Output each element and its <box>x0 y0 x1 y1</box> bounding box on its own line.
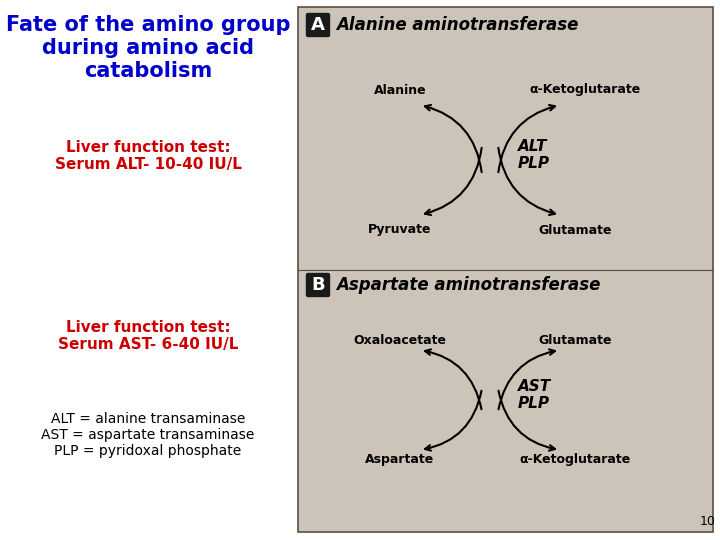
Text: α-Ketoglutarate: α-Ketoglutarate <box>529 84 641 97</box>
Text: Glutamate: Glutamate <box>539 224 612 237</box>
Text: Liver function test:
Serum ALT- 10-40 IU/L: Liver function test: Serum ALT- 10-40 IU… <box>55 140 241 172</box>
FancyBboxPatch shape <box>298 7 713 532</box>
Text: ALT = alanine transaminase
AST = aspartate transaminase
PLP = pyridoxal phosphat: ALT = alanine transaminase AST = asparta… <box>41 412 255 458</box>
Text: Liver function test:
Serum AST- 6-40 IU/L: Liver function test: Serum AST- 6-40 IU/… <box>58 320 238 353</box>
Text: Alanine: Alanine <box>374 84 426 97</box>
Text: Glutamate: Glutamate <box>539 334 612 347</box>
Text: 10: 10 <box>700 515 716 528</box>
Text: Aspartate: Aspartate <box>365 454 435 467</box>
Text: Oxaloacetate: Oxaloacetate <box>354 334 446 347</box>
Text: Pyruvate: Pyruvate <box>368 224 432 237</box>
Text: A: A <box>311 16 325 34</box>
Text: Alanine aminotransferase: Alanine aminotransferase <box>336 16 578 34</box>
Text: AST
PLP: AST PLP <box>518 379 551 411</box>
FancyBboxPatch shape <box>307 273 330 296</box>
Text: B: B <box>311 276 325 294</box>
Text: Fate of the amino group
during amino acid
catabolism: Fate of the amino group during amino aci… <box>6 15 290 82</box>
FancyBboxPatch shape <box>307 14 330 37</box>
Text: Aspartate aminotransferase: Aspartate aminotransferase <box>336 276 600 294</box>
Text: α-Ketoglutarate: α-Ketoglutarate <box>519 454 631 467</box>
Text: ALT
PLP: ALT PLP <box>518 139 550 171</box>
